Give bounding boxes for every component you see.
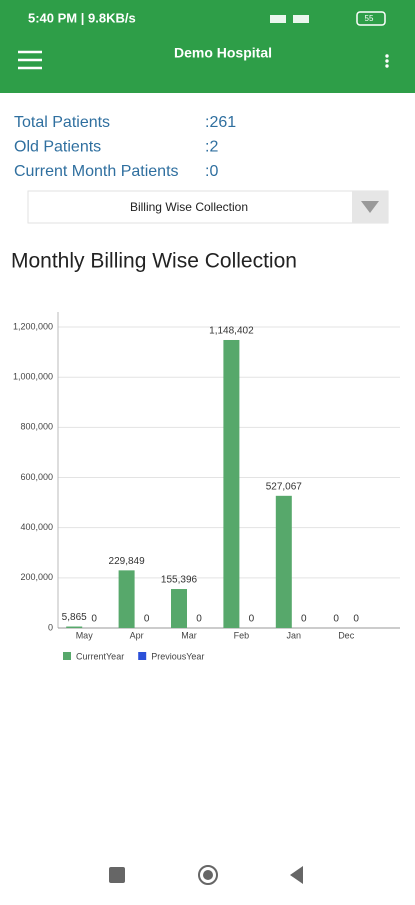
back-button[interactable] — [290, 866, 303, 884]
bar — [66, 626, 83, 628]
data-label: 0 — [91, 614, 97, 625]
chart-title: Monthly Billing Wise Collection — [11, 250, 297, 273]
y-tick-label: 200,000 — [20, 572, 53, 582]
nav-bar — [109, 865, 303, 885]
data-label: 1,148,402 — [209, 326, 254, 337]
y-tick-label: 400,000 — [20, 522, 53, 532]
x-tick-label: Feb — [234, 630, 250, 640]
stat-label: Current Month Patients — [14, 163, 179, 180]
status-icons — [270, 11, 386, 26]
data-label: 0 — [333, 614, 339, 625]
stat-value: :2 — [205, 139, 218, 156]
stat-label: Total Patients — [14, 114, 110, 131]
y-tick-label: 600,000 — [20, 472, 53, 482]
stat-value: :0 — [205, 163, 218, 180]
home-button[interactable] — [198, 865, 218, 885]
legend-swatch — [63, 652, 71, 660]
battery-level: 55 — [365, 14, 374, 23]
stats: Total Patients :261 Old Patients :2 Current … — [14, 114, 236, 180]
stat-value: :261 — [205, 114, 236, 131]
data-label: 0 — [196, 614, 202, 625]
bar — [171, 589, 187, 628]
data-label: 5,865 — [62, 612, 87, 623]
data-label: 155,396 — [161, 575, 198, 586]
bar — [275, 495, 292, 628]
app-bar — [0, 0, 415, 93]
legend-label: PreviousYear — [151, 651, 204, 661]
recent-apps[interactable] — [109, 867, 125, 883]
y-tick-label: 1,200,000 — [13, 321, 53, 331]
status-time: 5:40 PM | 9.8KB/s — [28, 10, 136, 25]
x-tick-label: Jan — [287, 630, 302, 640]
data-label: 527,067 — [266, 481, 303, 492]
chart: 0 200,000 400,000 600,000 800,000 1,000,000 1,… — [13, 312, 400, 661]
data-label: 0 — [249, 614, 255, 625]
dropdown[interactable] — [27, 190, 389, 224]
app-title: Demo Hospital — [174, 45, 272, 61]
data-label: 0 — [301, 614, 307, 625]
bar — [223, 339, 240, 628]
menu-button[interactable] — [18, 50, 42, 70]
legend-swatch — [138, 652, 147, 660]
y-tick-label: 1,000,000 — [13, 372, 53, 382]
x-tick-label: Apr — [130, 630, 144, 640]
data-label: 0 — [144, 614, 150, 625]
x-tick-label: May — [76, 630, 94, 640]
y-tick-label: 800,000 — [20, 422, 53, 432]
home-dot — [203, 870, 213, 880]
dropdown-selected: Billing Wise Collection — [130, 200, 248, 214]
overflow-menu[interactable] — [385, 54, 389, 68]
y-tick-label: 0 — [48, 622, 53, 632]
x-tick-label: Mar — [181, 630, 197, 640]
x-tick-label: Dec — [338, 630, 355, 640]
legend-label: CurrentYear — [76, 651, 124, 661]
data-label: 0 — [353, 614, 359, 625]
data-label: 229,849 — [109, 556, 146, 567]
stat-label: Old Patients — [14, 139, 101, 156]
bar — [118, 570, 135, 628]
